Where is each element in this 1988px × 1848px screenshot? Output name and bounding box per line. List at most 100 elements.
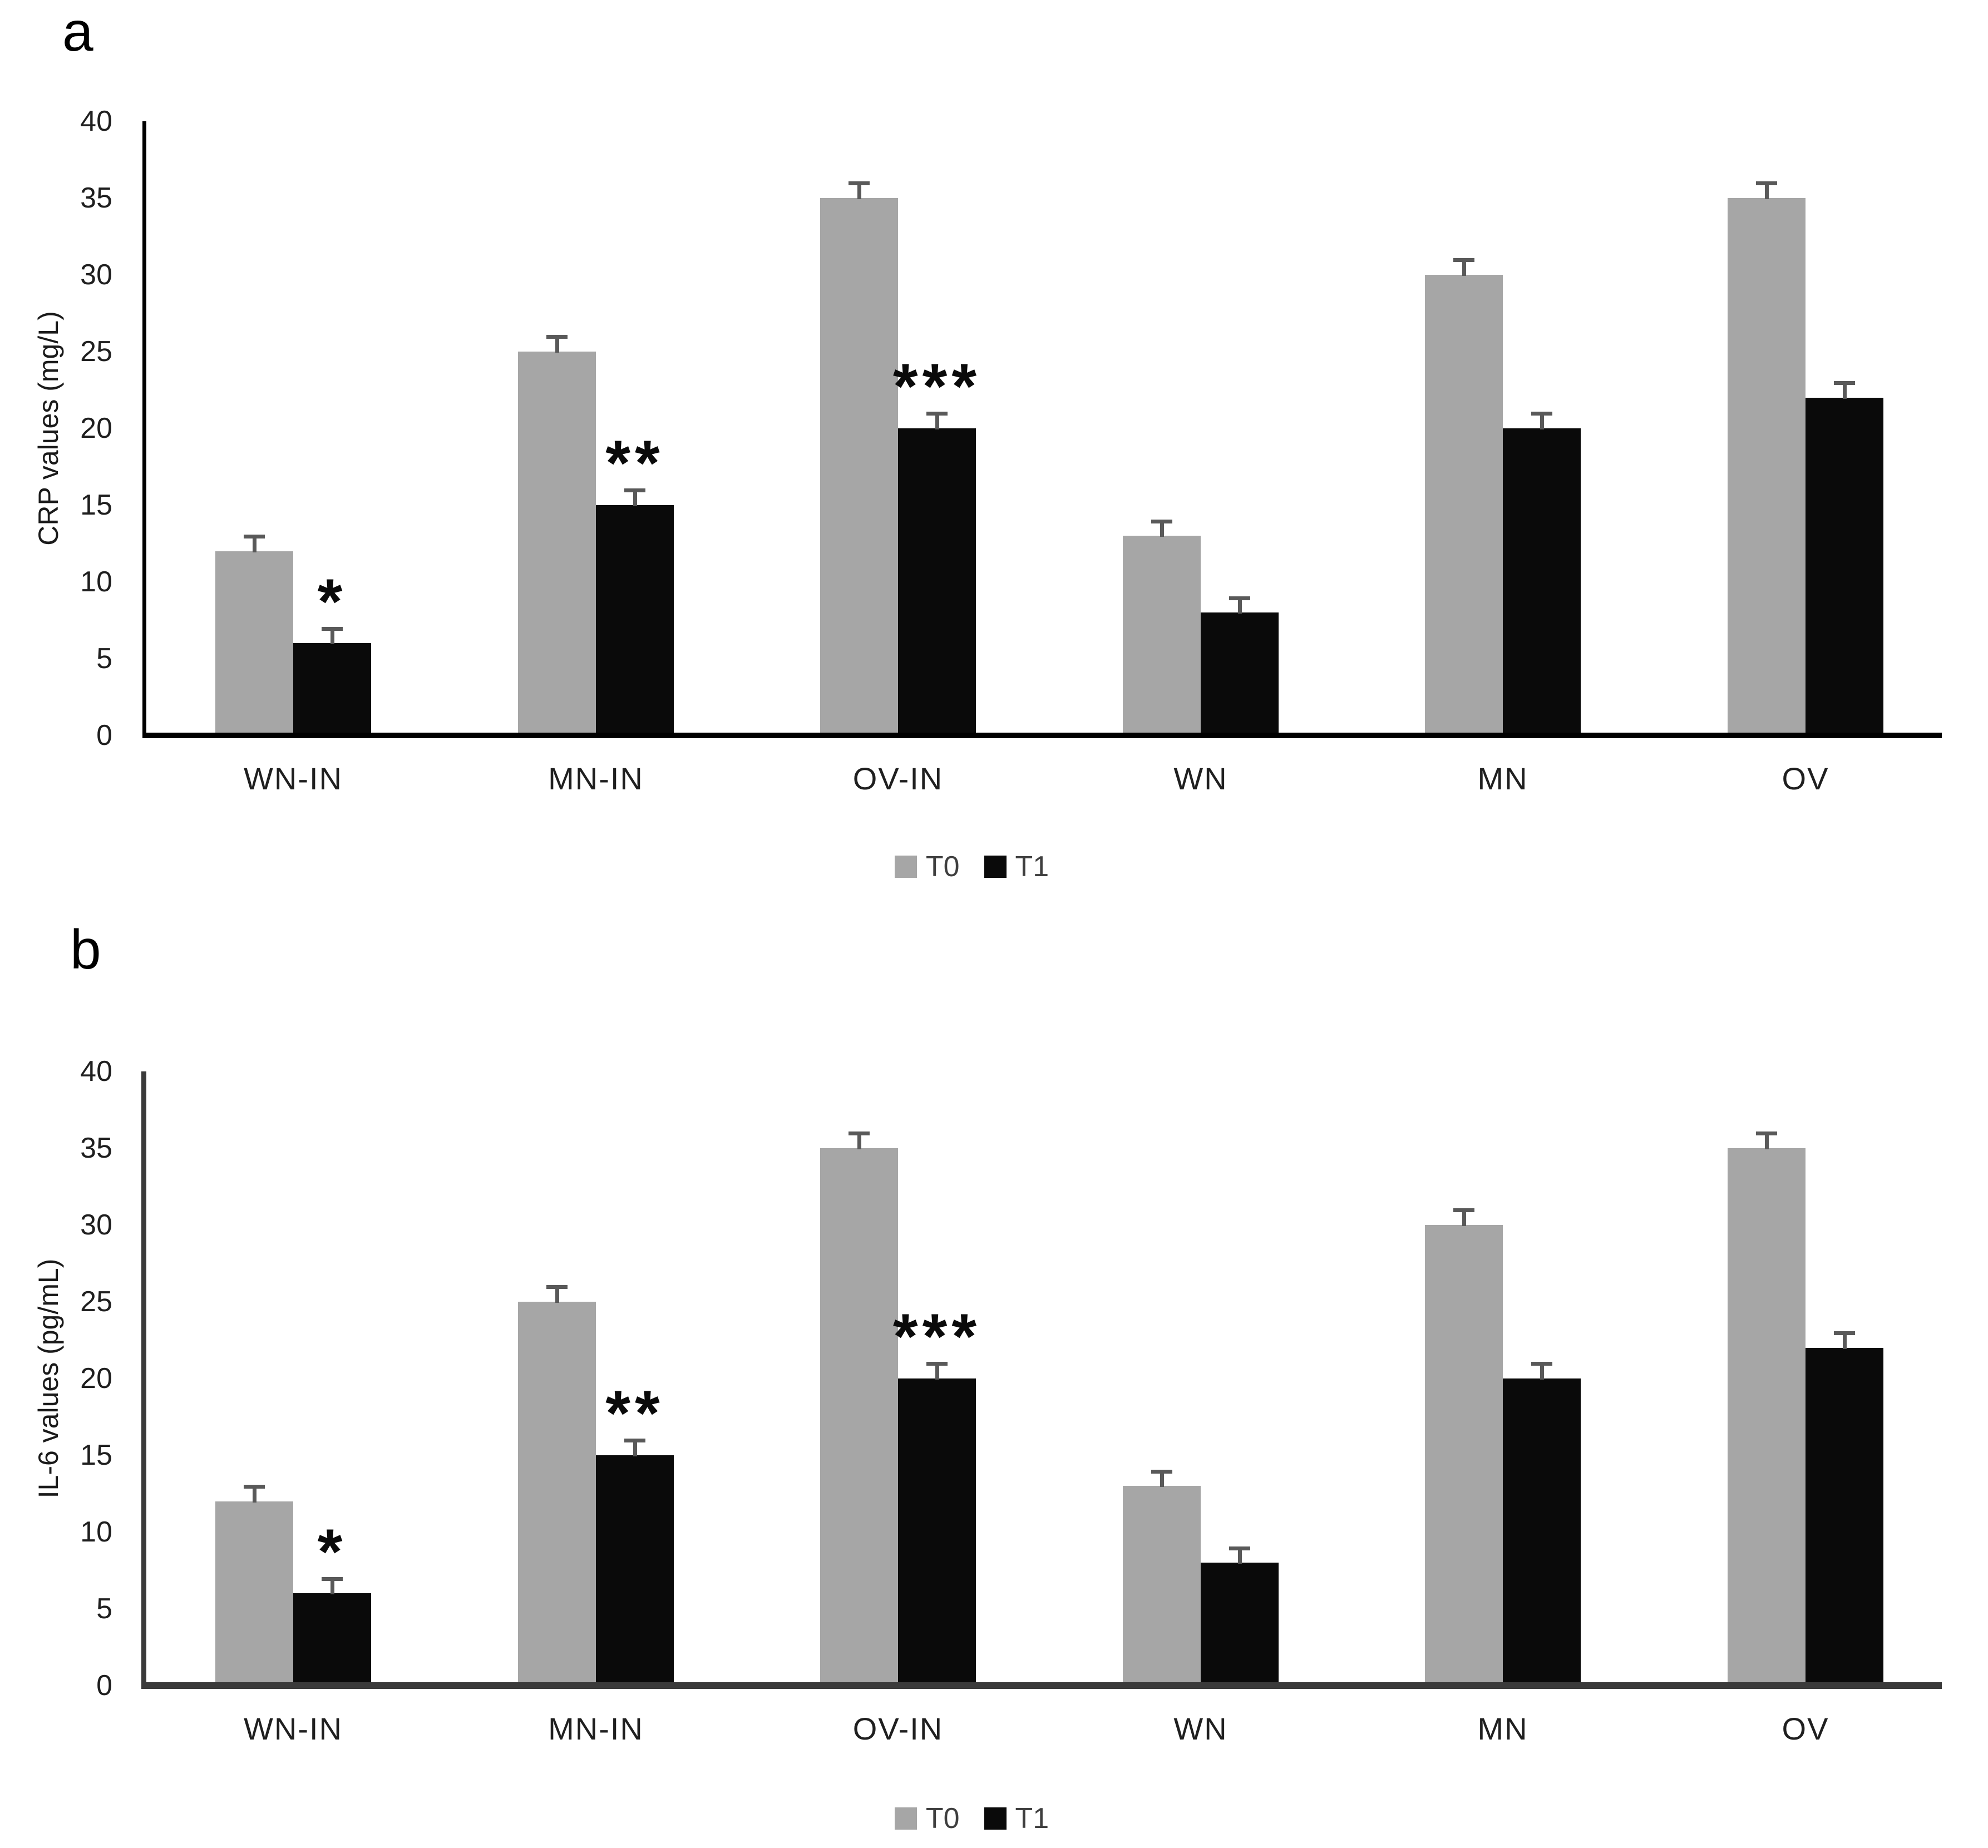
x-axis-label-wn-in: WN-IN — [244, 761, 343, 796]
error-bar-cap — [322, 626, 343, 631]
bar-t0-wn — [1123, 1486, 1201, 1686]
y-tick-label: 5 — [96, 643, 112, 675]
bar-t0-wn — [1123, 536, 1201, 735]
error-bar-stem — [1160, 523, 1164, 537]
bar-t1-ov — [1806, 397, 1883, 735]
x-axis-label-wn: WN — [1173, 761, 1228, 796]
error-bar-stem — [1238, 600, 1242, 614]
error-bar-cap — [926, 412, 948, 416]
error-bar-cap — [244, 535, 265, 539]
bar-t1-wn — [1201, 1563, 1279, 1686]
y-tick-label: 25 — [80, 335, 112, 368]
x-axis-label-ov-in: OV-IN — [852, 761, 944, 796]
significance-label: *** — [892, 1301, 981, 1373]
legend-swatch-t0 — [894, 856, 917, 878]
y-tick-label: 5 — [96, 1593, 112, 1625]
legend-item-t0: T0 — [894, 851, 960, 883]
legend-swatch-t0 — [894, 1807, 917, 1830]
x-axis-label-mn-in: MN-IN — [548, 1711, 644, 1746]
significance-label: ** — [605, 1378, 664, 1450]
x-axis-label-mn: MN — [1477, 761, 1528, 796]
bar-t0-wn-in — [215, 1501, 293, 1686]
bar-t0-ov-in — [820, 1148, 898, 1686]
error-bar-stem — [1765, 1135, 1769, 1149]
y-tick-label: 15 — [80, 1439, 112, 1471]
bar-t1-mn-in — [596, 1455, 674, 1686]
error-bar-cap — [1834, 1331, 1855, 1336]
bar-t0-mn-in — [518, 1302, 596, 1686]
x-axis-label-wn-in: WN-IN — [244, 1711, 343, 1746]
bar-t1-wn-in — [293, 643, 371, 735]
bar-t0-mn-in — [518, 352, 596, 735]
error-bar-stem — [330, 630, 334, 645]
x-axis-label-ov-in: OV-IN — [852, 1711, 944, 1746]
error-bar-stem — [1462, 262, 1466, 276]
panel-a-plot-area: 0 5 10 15 20 25 30 35 40 * WN-IN ** MN-IN *** OV-IN WN M… — [80, 107, 1942, 794]
error-bar-stem — [935, 1366, 939, 1380]
error-bar-stem — [1765, 185, 1769, 199]
bar-t1-ov — [1806, 1347, 1883, 1686]
error-bar-cap — [624, 1439, 645, 1443]
error-bar-cap — [1531, 1362, 1552, 1366]
error-bar-cap — [926, 1362, 948, 1366]
error-bar-stem — [1843, 385, 1847, 399]
error-bar-cap — [624, 488, 645, 493]
legend-label-t1: T1 — [1015, 1802, 1049, 1835]
error-bar-cap — [1229, 1546, 1250, 1550]
error-bar-cap — [1151, 1469, 1172, 1474]
error-bar-cap — [1229, 596, 1250, 600]
error-bar-stem — [1843, 1335, 1847, 1349]
legend-label-t1: T1 — [1015, 851, 1049, 883]
error-bar-cap — [849, 1131, 870, 1136]
error-bar-cap — [1756, 1131, 1777, 1136]
error-bar-cap — [322, 1577, 343, 1581]
panel-b-letter: b — [70, 918, 101, 981]
bar-t1-wn — [1201, 612, 1279, 735]
legend-item-t0: T0 — [894, 1802, 960, 1835]
error-bar-cap — [546, 335, 568, 339]
error-bar-stem — [555, 1289, 559, 1303]
panel-b-legend: T0 T1 — [0, 1804, 1966, 1833]
y-tick-label: 25 — [80, 1286, 112, 1318]
y-tick-label: 20 — [80, 1362, 112, 1395]
legend-label-t0: T0 — [925, 1802, 960, 1835]
y-tick-label: 30 — [80, 259, 112, 291]
bar-t1-mn — [1503, 428, 1581, 735]
legend-item-t1: T1 — [984, 852, 1049, 881]
error-bar-cap — [1151, 519, 1172, 523]
panel-a-legend: T0 T1 — [0, 852, 1966, 881]
legend-swatch-t1 — [984, 856, 1007, 878]
error-bar-cap — [1756, 181, 1777, 186]
y-tick-label: 40 — [80, 105, 112, 137]
legend-swatch-t1 — [984, 1807, 1007, 1830]
error-bar-stem — [935, 416, 939, 429]
bar-t1-wn-in — [293, 1593, 371, 1686]
y-tick-label: 40 — [80, 1055, 112, 1088]
y-axis-line-a — [142, 121, 146, 738]
error-bar-stem — [1238, 1550, 1242, 1564]
error-bar-stem — [1160, 1473, 1164, 1488]
error-bar-stem — [857, 1135, 861, 1149]
bar-t1-ov-in — [898, 428, 976, 735]
bar-t0-ov — [1728, 1148, 1806, 1686]
x-axis-label-ov: OV — [1782, 761, 1829, 796]
legend-label-t0: T0 — [925, 851, 960, 883]
significance-label: ** — [605, 428, 664, 500]
bar-t0-ov — [1728, 198, 1806, 735]
x-axis-label-mn-in: MN-IN — [548, 761, 644, 796]
error-bar-stem — [253, 538, 256, 552]
significance-label: * — [317, 1516, 347, 1588]
error-bar-stem — [253, 1489, 256, 1503]
error-bar-stem — [330, 1580, 334, 1595]
bar-t1-ov-in — [898, 1378, 976, 1686]
y-tick-label: 35 — [80, 1132, 112, 1164]
bar-t0-wn-in — [215, 551, 293, 735]
x-axis-label-ov: OV — [1782, 1711, 1829, 1746]
error-bar-cap — [244, 1485, 265, 1489]
error-bar-stem — [1462, 1212, 1466, 1226]
y-axis-line-b — [141, 1071, 146, 1689]
bar-t1-mn — [1503, 1378, 1581, 1686]
error-bar-cap — [1531, 412, 1552, 416]
y-tick-label: 30 — [80, 1209, 112, 1241]
